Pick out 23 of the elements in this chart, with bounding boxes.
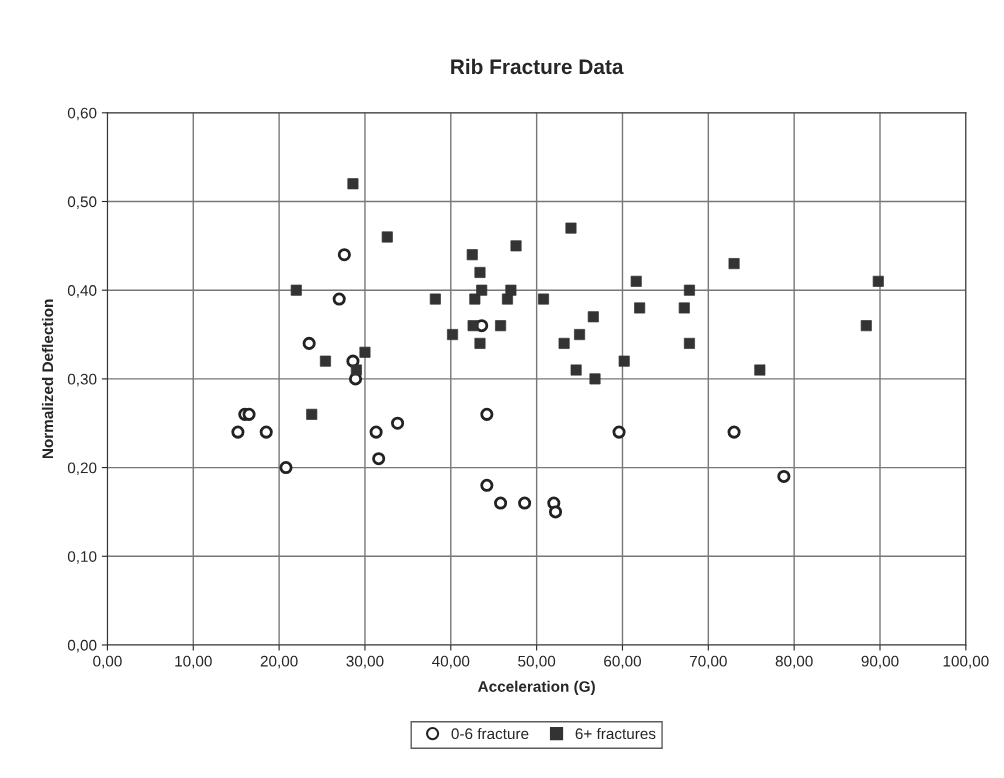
x-tick-label: 0,00 [93,655,122,669]
x-tick-label: 80,00 [775,655,813,669]
x-tick-label: 100,00 [943,655,989,669]
y-tick-label: 0,20 [67,462,97,476]
x-tick-label: 30,00 [346,655,384,669]
x-tick-label: 70,00 [689,655,727,669]
y-tick-label: 0,30 [67,373,97,387]
y-tick-label: 0,40 [67,285,97,298]
legend-label: 6+ fractures [575,727,656,740]
x-axis-title: Acceleration (G) [478,680,595,695]
x-tick-label: 20,00 [260,655,298,669]
legend-label: 0-6 fracture [451,727,529,740]
x-tick-label: 40,00 [432,655,470,669]
y-tick-label: 0,50 [67,196,97,209]
x-tick-label: 90,00 [861,655,899,669]
x-tick-label: 10,00 [175,655,212,669]
chart-title: Rib Fracture Data [451,58,624,75]
y-tick-label: 0,00 [67,639,97,653]
y-tick-label: 0,60 [67,107,97,121]
y-axis-title: Normalized Deflection [41,299,54,459]
y-tick-label: 0,10 [67,551,97,564]
x-tick-label: 60,00 [604,655,641,669]
x-tick-label: 50,00 [518,655,556,669]
